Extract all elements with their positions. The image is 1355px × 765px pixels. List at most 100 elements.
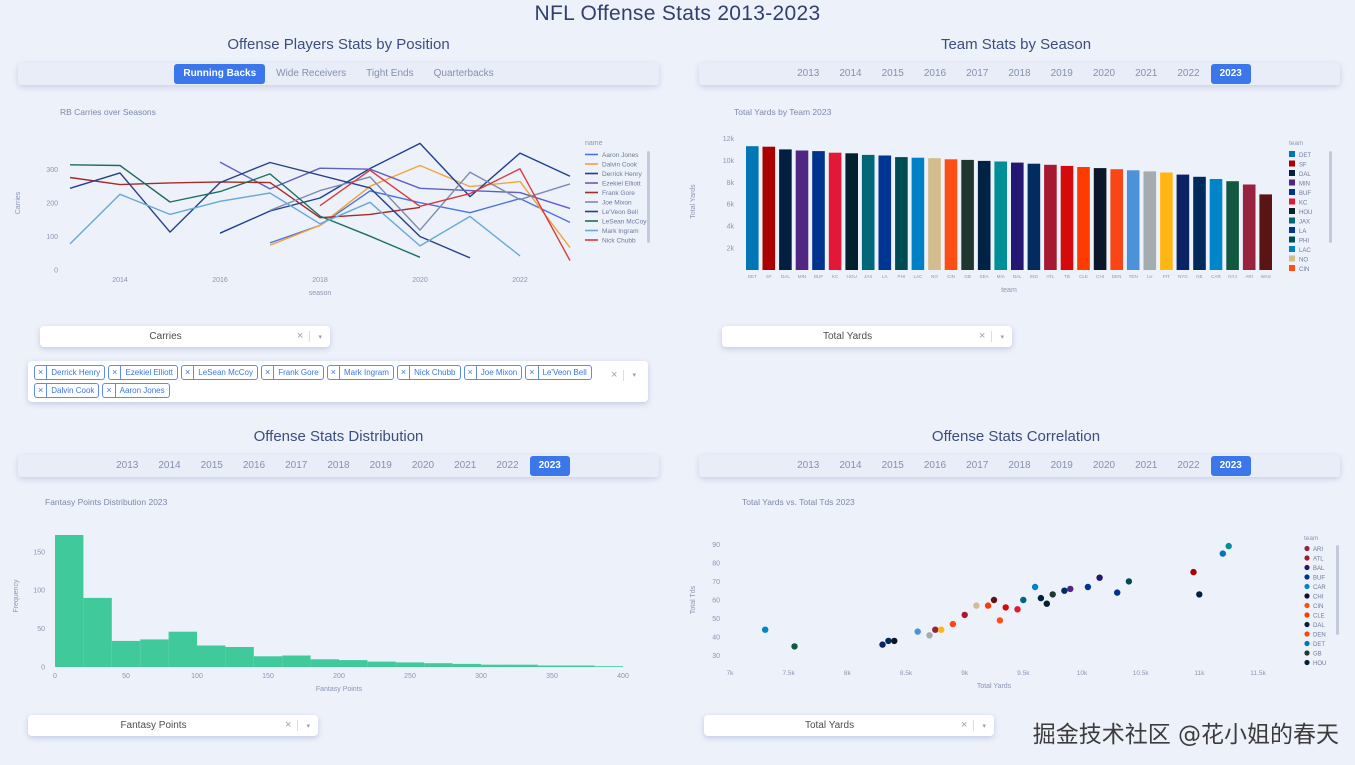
tab-2020[interactable]: 2020 xyxy=(411,460,435,471)
remove-tag-icon[interactable]: × xyxy=(109,366,122,379)
svg-text:CIN: CIN xyxy=(1299,267,1309,273)
player-tag[interactable]: × Frank Gore xyxy=(260,365,324,380)
player-tag-label: Mark Ingram xyxy=(343,368,389,377)
player-tag[interactable]: × Derrick Henry xyxy=(34,365,106,380)
tab-2021[interactable]: 2021 xyxy=(454,460,477,471)
tab-2018[interactable]: 2018 xyxy=(327,460,350,471)
legend-scrollbar[interactable] xyxy=(1329,151,1332,243)
svg-text:LA: LA xyxy=(1299,229,1306,235)
tab-2016[interactable]: 2016 xyxy=(923,68,947,79)
tab-2015[interactable]: 2015 xyxy=(200,460,223,471)
rb-carries-svg: RB Carries over Seasons 0 100 200 300 2014 201… xyxy=(15,107,650,297)
player-tag[interactable]: × Mark Ingram xyxy=(326,365,394,380)
tab-2014[interactable]: 2014 xyxy=(839,68,862,79)
svg-text:SF: SF xyxy=(1299,163,1307,169)
tab-2016[interactable]: 2016 xyxy=(242,460,266,471)
svg-text:MIN: MIN xyxy=(798,274,806,279)
remove-tag-icon[interactable]: × xyxy=(526,366,539,379)
stat-dropdown-distribution[interactable]: Fantasy Points × ▾ xyxy=(28,715,318,736)
tab-2015[interactable]: 2015 xyxy=(881,68,904,79)
svg-text:300: 300 xyxy=(475,673,487,680)
player-tag-label: LeSean McCoy xyxy=(198,368,253,377)
player-tag[interactable]: × Dalvin Cook xyxy=(34,383,100,398)
tab-2022[interactable]: 2022 xyxy=(496,460,519,471)
chevron-down-icon[interactable]: ▾ xyxy=(318,333,322,341)
svg-text:ARI: ARI xyxy=(1245,274,1253,279)
clear-icon[interactable]: × xyxy=(291,331,311,342)
legend-scrollbar[interactable] xyxy=(1336,545,1339,635)
tab-2018[interactable]: 2018 xyxy=(1008,460,1031,471)
tab-2020[interactable]: 2020 xyxy=(1092,68,1116,79)
remove-tag-icon[interactable]: × xyxy=(398,366,411,379)
player-tag[interactable]: × Ezekiel Elliott xyxy=(108,365,179,380)
tab-quarterbacks[interactable]: Quarterbacks xyxy=(433,68,494,79)
svg-text:DAL: DAL xyxy=(781,274,790,279)
stat-dropdown-correlation[interactable]: Total Yards × ▾ xyxy=(704,715,994,736)
tab-2013[interactable]: 2013 xyxy=(116,460,139,471)
remove-tag-icon[interactable]: × xyxy=(328,366,340,379)
tab-2019[interactable]: 2019 xyxy=(369,460,392,471)
page-title: NFL Offense Stats 2013-2023 xyxy=(534,2,821,25)
tab-2014[interactable]: 2014 xyxy=(158,460,181,471)
stat-dropdown-players[interactable]: Carries × ▾ xyxy=(40,326,330,347)
svg-text:DEN: DEN xyxy=(1313,633,1326,639)
svg-text:NYJ: NYJ xyxy=(1228,274,1237,279)
chevron-down-icon[interactable]: ▾ xyxy=(1000,333,1004,341)
tab-2023[interactable]: 2023 xyxy=(529,456,570,476)
stat-dropdown-teams[interactable]: Total Yards × ▾ xyxy=(722,326,1012,347)
position-tabbar: Running Backs Wide Receivers Tight Ends Qua… xyxy=(18,63,659,85)
tab-2022[interactable]: 2022 xyxy=(1177,68,1200,79)
svg-text:30: 30 xyxy=(712,653,720,660)
player-tag[interactable]: × Aaron Jones xyxy=(102,383,170,398)
remove-tag-icon[interactable]: × xyxy=(465,366,477,379)
tab-2016[interactable]: 2016 xyxy=(923,460,947,471)
tab-2020[interactable]: 2020 xyxy=(1092,460,1116,471)
clear-icon[interactable]: × xyxy=(279,720,299,731)
player-tag[interactable]: × Nick Chubb xyxy=(396,365,461,380)
tab-2014[interactable]: 2014 xyxy=(839,460,862,471)
player-tag[interactable]: × LeSean McCoy xyxy=(181,365,258,380)
svg-text:LAC: LAC xyxy=(1299,248,1311,254)
remove-tag-icon[interactable]: × xyxy=(103,384,116,397)
svg-text:DET: DET xyxy=(1299,153,1311,159)
clear-icon[interactable]: × xyxy=(955,720,975,731)
tab-2017[interactable]: 2017 xyxy=(285,460,308,471)
tab-2013[interactable]: 2013 xyxy=(797,68,820,79)
tab-2023[interactable]: 2023 xyxy=(1210,64,1251,84)
svg-text:0: 0 xyxy=(41,665,45,672)
tab-wide-receivers[interactable]: Wide Receivers xyxy=(276,68,347,79)
tab-2015[interactable]: 2015 xyxy=(881,460,904,471)
tab-2021[interactable]: 2021 xyxy=(1135,68,1158,79)
player-tag[interactable]: × Le'Veon Bell xyxy=(525,365,592,380)
clear-all-icon[interactable]: × xyxy=(605,369,625,381)
svg-text:80: 80 xyxy=(712,560,720,567)
tab-tight-ends[interactable]: Tight Ends xyxy=(366,68,414,79)
remove-tag-icon[interactable]: × xyxy=(262,366,275,379)
remove-tag-icon[interactable]: × xyxy=(35,384,48,397)
player-multi-select[interactable]: × Derrick Henry × Ezekiel Elliott × LeSean Mc… xyxy=(28,361,648,402)
remove-tag-icon[interactable]: × xyxy=(182,366,195,379)
watermark: 掘金技术社区 @花小姐的春天 xyxy=(1032,722,1339,748)
tab-2017[interactable]: 2017 xyxy=(966,68,989,79)
yards-vs-tds-svg: Total Yards vs. Total Tds 2023 30 40 50 60 70… xyxy=(690,497,1339,690)
player-tag[interactable]: × Joe Mixon xyxy=(463,365,523,380)
svg-text:PIT: PIT xyxy=(1163,274,1170,279)
legend-scrollbar[interactable] xyxy=(647,151,650,243)
remove-tag-icon[interactable]: × xyxy=(35,366,48,379)
tab-2013[interactable]: 2013 xyxy=(797,460,820,471)
tab-2019[interactable]: 2019 xyxy=(1050,68,1073,79)
chevron-down-icon[interactable]: ▾ xyxy=(632,372,636,379)
tab-2023[interactable]: 2023 xyxy=(1210,456,1251,476)
chevron-down-icon[interactable]: ▾ xyxy=(982,722,986,730)
svg-text:SEA: SEA xyxy=(980,274,990,279)
tab-running-backs[interactable]: Running Backs xyxy=(174,64,266,84)
tab-2019[interactable]: 2019 xyxy=(1050,460,1073,471)
tab-2022[interactable]: 2022 xyxy=(1177,460,1200,471)
tab-2017[interactable]: 2017 xyxy=(966,460,989,471)
clear-icon[interactable]: × xyxy=(973,331,993,342)
tab-2021[interactable]: 2021 xyxy=(1135,460,1158,471)
tab-2018[interactable]: 2018 xyxy=(1008,68,1031,79)
yards-vs-tds-chart: Total Yards vs. Total Tds 2023 30 40 50 60 70… xyxy=(677,485,1355,700)
svg-text:400: 400 xyxy=(617,673,629,680)
chevron-down-icon[interactable]: ▾ xyxy=(306,722,310,730)
